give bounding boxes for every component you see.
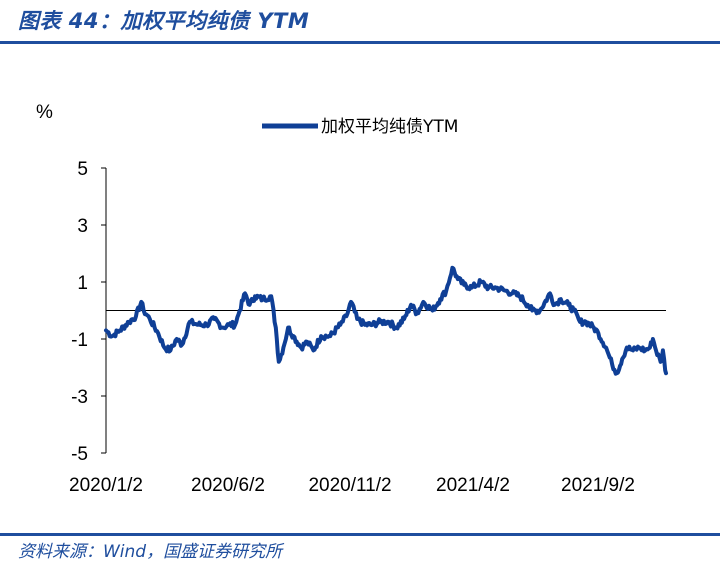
x-tick-label: 2021/9/2 (561, 475, 635, 496)
chart-area: % 加权平均纯债YTM 5 3 1 -1 -3 -5 2020/1/2 2020/6/2 202… (36, 102, 668, 496)
y-tick-label: 5 (77, 159, 88, 180)
legend-label: 加权平均纯债YTM (321, 117, 458, 137)
top-divider (0, 41, 720, 44)
y-tick-label: -1 (71, 330, 88, 351)
source-note: 资料来源：Wind，国盛证券研究所 (18, 542, 283, 562)
y-tick-label: 3 (77, 216, 88, 237)
x-tick-label: 2020/1/2 (69, 475, 143, 496)
bottom-divider (0, 533, 720, 536)
page-title: 图表 44：加权平均纯债 YTM (18, 9, 310, 33)
x-tick-label: 2021/4/2 (436, 475, 510, 496)
x-tick-label: 2020/11/2 (308, 475, 391, 496)
chart-marks (104, 265, 668, 376)
series-line-ytm (104, 265, 668, 376)
x-tick-label: 2020/6/2 (191, 475, 265, 496)
y-tick-label: 1 (77, 273, 88, 294)
chart-legend: 加权平均纯债YTM (262, 117, 458, 137)
chart-axes: 5 3 1 -1 -3 -5 2020/1/2 2020/6/2 2020/11/2 2021/4… (69, 159, 666, 496)
y-tick-label: -3 (71, 387, 88, 408)
y-axis-label: % (36, 102, 53, 123)
y-tick-label: -5 (71, 444, 88, 465)
